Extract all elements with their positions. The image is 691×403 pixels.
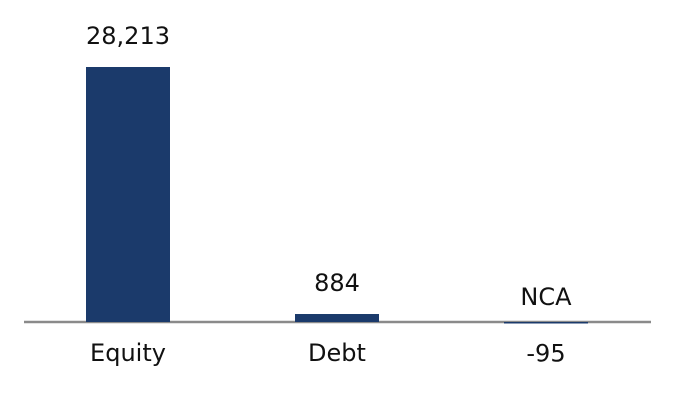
bar	[295, 314, 379, 322]
category-label: Debt	[308, 339, 366, 367]
category-label: NCA	[520, 283, 572, 311]
bar	[504, 322, 588, 324]
value-label: 884	[314, 269, 360, 297]
value-label: 28,213	[86, 22, 170, 50]
value-label: -95	[526, 340, 565, 368]
category-label: Equity	[90, 339, 166, 367]
bar	[86, 67, 170, 322]
